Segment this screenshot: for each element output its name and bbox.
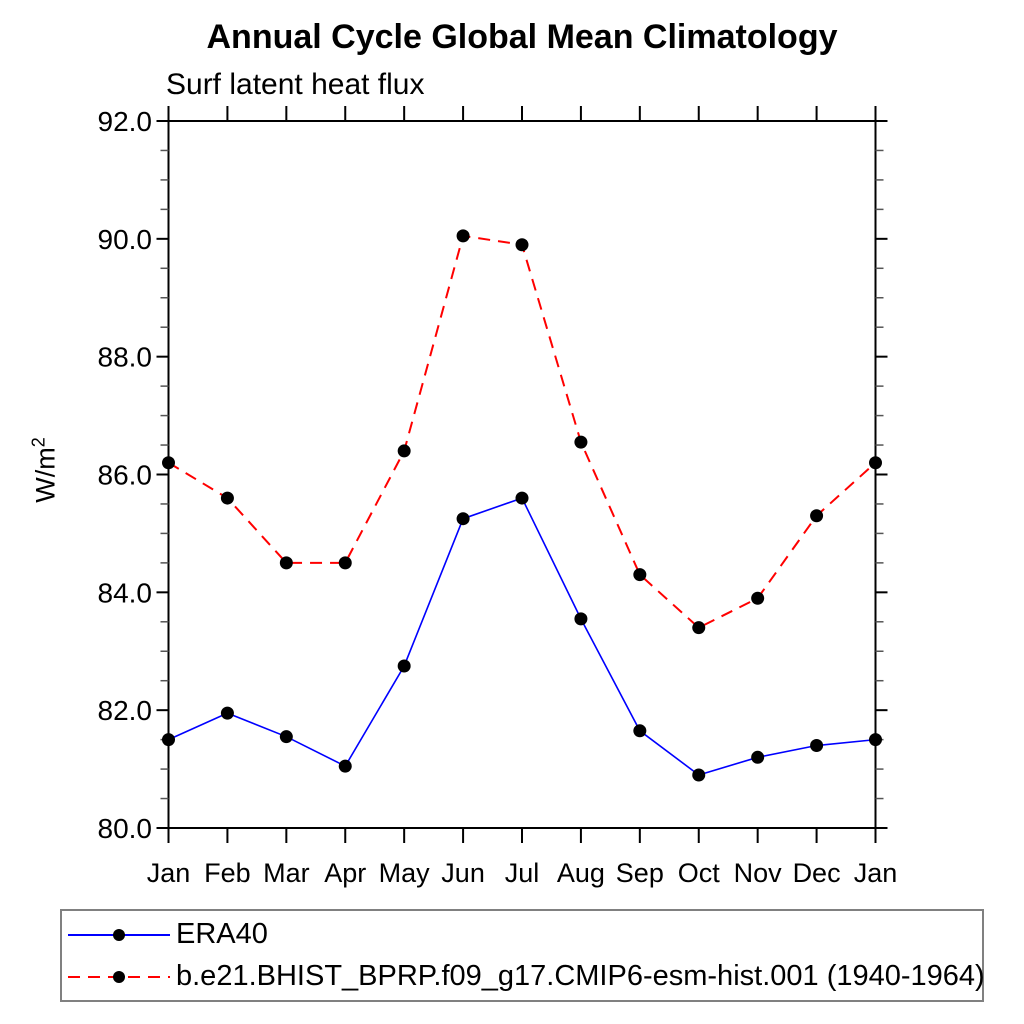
- data-point: [279, 556, 293, 570]
- legend-item-cmip6-run: b.e21.BHIST_BPRP.f09_g17.CMIP6-esm-hist.…: [66, 960, 985, 993]
- x-tick-label: Aug: [557, 858, 605, 888]
- data-point: [456, 229, 470, 243]
- legend-label: b.e21.BHIST_BPRP.f09_g17.CMIP6-esm-hist.…: [176, 960, 985, 992]
- legend-sample-line-solid: [68, 928, 170, 941]
- data-point: [692, 621, 706, 635]
- data-point: [456, 512, 470, 526]
- y-tick-label: 82.0: [98, 695, 153, 726]
- data-point: [751, 750, 765, 764]
- x-tick-label: Oct: [678, 858, 721, 888]
- data-point: [810, 739, 824, 753]
- data-point: [574, 435, 588, 449]
- legend-sample-marker: [113, 970, 125, 983]
- y-tick-label: 86.0: [98, 460, 153, 491]
- data-point: [220, 491, 234, 505]
- x-tick-label: Dec: [793, 858, 841, 888]
- y-tick-label: 80.0: [98, 813, 153, 844]
- x-tick-label: Jan: [854, 858, 898, 888]
- series-line-1: [167, 234, 877, 629]
- data-point: [810, 509, 824, 523]
- data-point: [162, 733, 175, 747]
- series-line-0: [168, 497, 876, 776]
- data-point: [515, 491, 529, 505]
- data-point: [574, 612, 588, 626]
- legend-box: ERA40 b.e21.BHIST_BPRP.f09_g17.CMIP6-esm…: [60, 909, 985, 1002]
- x-tick-label: Jul: [505, 858, 540, 888]
- data-point: [338, 556, 352, 570]
- data-point: [633, 724, 647, 738]
- data-point: [397, 659, 411, 673]
- x-tick-label: Apr: [324, 858, 366, 888]
- y-tick-label: 84.0: [98, 577, 153, 608]
- data-point: [397, 444, 411, 458]
- chart-subtitle: Surf latent heat flux: [166, 68, 425, 101]
- y-tick-label: 88.0: [98, 342, 153, 373]
- x-tick-label: Jan: [147, 858, 191, 888]
- chart-title: Annual Cycle Global Mean Climatology: [206, 18, 838, 56]
- x-tick-label: May: [379, 858, 431, 888]
- plot-frame: [167, 120, 877, 829]
- data-point: [869, 733, 882, 747]
- x-tick-label: Jun: [441, 858, 485, 888]
- y-tick-label: 90.0: [98, 224, 153, 255]
- data-point: [692, 768, 706, 782]
- legend-item-era40: ERA40: [66, 918, 982, 951]
- y-tick-label: 92.0: [98, 106, 153, 137]
- data-point: [162, 456, 175, 470]
- legend-sample-marker: [113, 928, 125, 941]
- data-point: [220, 706, 234, 720]
- data-point: [279, 730, 293, 744]
- data-point: [751, 591, 765, 605]
- x-tick-label: Feb: [204, 858, 251, 888]
- x-tick-label: Nov: [734, 858, 783, 888]
- x-tick-label: Mar: [263, 858, 310, 888]
- legend-label: ERA40: [176, 918, 268, 950]
- data-point: [515, 238, 529, 252]
- x-tick-label: Sep: [616, 858, 664, 888]
- data-point: [869, 456, 882, 470]
- data-point: [633, 568, 647, 582]
- data-point: [338, 759, 352, 773]
- legend-sample-line-dashed: [68, 970, 170, 983]
